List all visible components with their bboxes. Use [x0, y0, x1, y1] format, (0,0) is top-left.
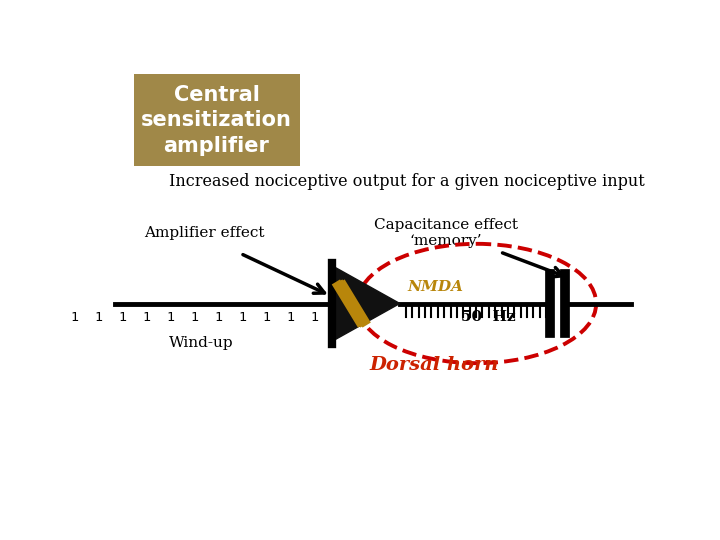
Text: Capacitance effect
‘memory’: Capacitance effect ‘memory’ [374, 218, 518, 248]
Text: Amplifier effect: Amplifier effect [144, 226, 265, 240]
Text: 3Hz: 3Hz [333, 309, 367, 323]
Polygon shape [333, 267, 400, 340]
Text: 50  Hz: 50 Hz [462, 309, 516, 323]
Text: 1  1  1  1  1  1  1  1  1  1  1  1  1: 1 1 1 1 1 1 1 1 1 1 1 1 1 [71, 311, 367, 324]
Text: Central
sensitization
amplifier: Central sensitization amplifier [141, 85, 292, 156]
FancyBboxPatch shape [134, 74, 300, 166]
Text: Dorsal horn: Dorsal horn [370, 356, 499, 374]
Text: NMDA: NMDA [408, 280, 464, 294]
Text: Wind-up: Wind-up [168, 336, 233, 350]
Text: Increased nociceptive output for a given nociceptive input: Increased nociceptive output for a given… [168, 173, 644, 190]
